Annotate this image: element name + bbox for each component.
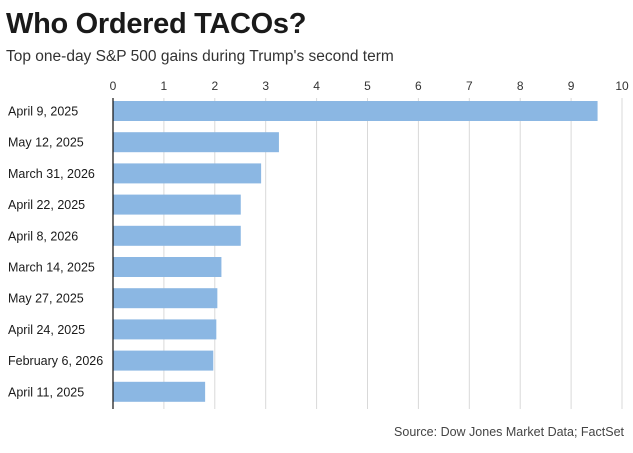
category-label: April 11, 2025 [8, 385, 84, 399]
bars [113, 101, 598, 402]
x-tick-label: 2 [211, 79, 218, 93]
category-label: March 31, 2026 [8, 167, 95, 181]
category-label: April 8, 2026 [8, 229, 78, 243]
bar [113, 163, 262, 184]
bar [113, 381, 206, 402]
x-tick-label: 1 [161, 79, 168, 93]
category-label: February 6, 2026 [8, 354, 103, 368]
x-tick-label: 8 [517, 79, 524, 93]
bar [113, 194, 241, 215]
bar [113, 288, 218, 309]
bar [113, 132, 279, 153]
bar [113, 319, 217, 340]
x-tick-label: 9 [568, 79, 575, 93]
category-label: April 24, 2025 [8, 323, 85, 337]
source-note: Source: Dow Jones Market Data; FactSet [394, 425, 624, 439]
category-label: May 27, 2025 [8, 292, 84, 306]
category-label: April 9, 2025 [8, 105, 78, 119]
category-label: March 14, 2025 [8, 261, 95, 275]
x-tick-label: 7 [466, 79, 473, 93]
category-label: April 22, 2025 [8, 198, 85, 212]
bar [113, 225, 241, 246]
x-tick-label: 4 [313, 79, 320, 93]
x-tick-label: 0 [110, 79, 117, 93]
chart-subtitle: Top one-day S&P 500 gains during Trump's… [6, 48, 394, 65]
category-labels: April 9, 2025 May 12, 2025 March 31, 2026 A… [8, 105, 103, 400]
bar [113, 257, 222, 277]
bar [113, 350, 214, 371]
x-tick-label: 3 [262, 79, 269, 93]
bar [113, 101, 598, 121]
x-axis-ticks: 0 1 2 3 4 5 6 7 8 9 10 [110, 79, 629, 93]
x-tick-label: 6 [415, 79, 422, 93]
x-tick-label: 5 [364, 79, 371, 93]
chart-title: Who Ordered TACOs? [6, 8, 307, 40]
category-label: May 12, 2025 [8, 136, 84, 150]
x-tick-label: 10 [615, 79, 629, 93]
